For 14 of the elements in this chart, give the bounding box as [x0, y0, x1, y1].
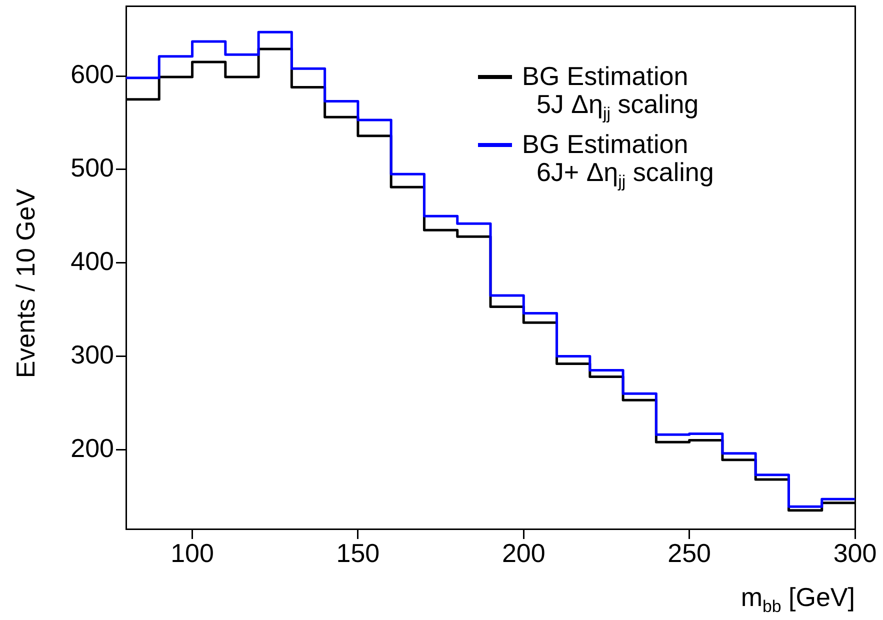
- legend-label: BG Estimation 6J+ Δη$_{jj}$ scaling: [522, 129, 714, 194]
- y-tick-label: 500: [70, 152, 114, 183]
- x-tick-label: 300: [833, 538, 877, 568]
- y-tick-label: 200: [70, 432, 114, 463]
- y-tick-label: 600: [70, 59, 114, 90]
- x-tick-label: 100: [170, 538, 214, 568]
- x-tick-label: 250: [668, 538, 712, 568]
- legend-label: BG Estimation 5J Δη$_{jj}$ scaling: [522, 61, 699, 126]
- x-tick-label: 200: [502, 538, 546, 568]
- y-tick-label: 300: [70, 339, 114, 370]
- y-axis-title: Events / 10 GeV: [10, 188, 42, 378]
- x-axis-title: m$_{bb}$ [GeV]: [740, 582, 855, 618]
- y-tick-label: 400: [70, 246, 114, 276]
- x-tick-label: 150: [336, 538, 380, 568]
